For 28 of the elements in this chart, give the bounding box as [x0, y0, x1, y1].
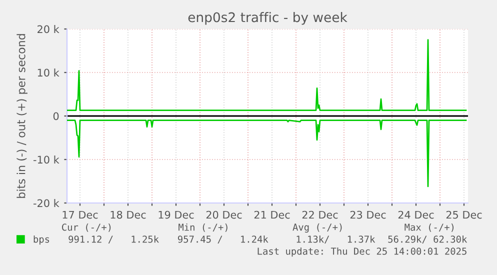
x-tick-label: 25 Dec	[446, 210, 482, 219]
text: Avg (-/+)	[292, 223, 342, 233]
line-series	[67, 120, 467, 188]
y-tick-label: -10 k	[34, 156, 60, 164]
x-tick-label: 20 Dec	[206, 210, 242, 219]
y-tick-label: 20 k	[38, 25, 60, 34]
text: Min (-/+)	[178, 223, 228, 232]
y-tick-label: 10 k	[38, 68, 60, 77]
x-tick-label: 24 Dec	[398, 210, 434, 219]
x-tick-label: 21 Dec	[254, 210, 290, 219]
y-tick-label: -20 k	[34, 199, 60, 208]
text: Max (-/+)	[404, 223, 454, 232]
x-tick-label: 22 Dec	[302, 210, 338, 219]
text: 1.13k/ 1.37k	[296, 235, 376, 244]
legend-label: bps	[34, 235, 50, 245]
text: 991.12 / 1.25k	[68, 235, 159, 244]
x-tick-label: 17 Dec	[62, 210, 98, 219]
x-tick-label: 18 Dec	[110, 210, 146, 219]
y-tick-label: 0	[53, 112, 59, 120]
x-tick-label: 19 Dec	[158, 210, 194, 219]
x-tick-label: 23 Dec	[350, 210, 386, 219]
line-series	[67, 39, 467, 112]
text: 56.29k/ 62.30k	[388, 235, 468, 244]
y-axis-title: bits in (-) / out (+) per second	[16, 34, 28, 198]
chart-title: enp0s2 traffic - by week	[188, 12, 348, 25]
text: Cur (-/+)	[62, 223, 111, 232]
text: 957.45 / 1.24k	[178, 235, 268, 244]
text: Last update: Thu Dec 25 14:00:01 2025	[258, 247, 466, 257]
